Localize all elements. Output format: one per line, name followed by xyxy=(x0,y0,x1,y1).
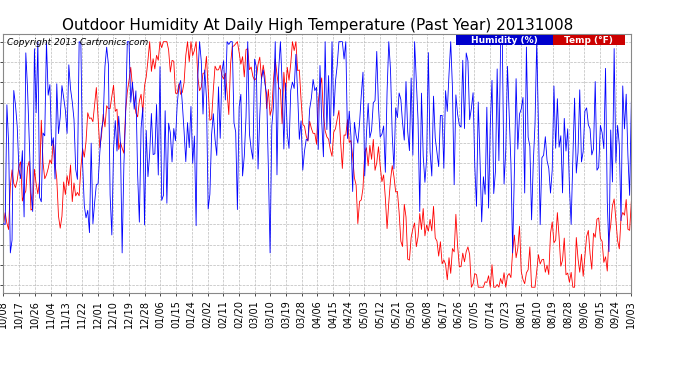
Bar xyxy=(553,35,625,45)
Text: Temp (°F): Temp (°F) xyxy=(564,36,613,45)
Text: Humidity (%): Humidity (%) xyxy=(471,36,538,45)
Title: Outdoor Humidity At Daily High Temperature (Past Year) 20131008: Outdoor Humidity At Daily High Temperatu… xyxy=(62,18,573,33)
Text: Copyright 2013 Cartronics.com: Copyright 2013 Cartronics.com xyxy=(7,38,148,46)
Bar xyxy=(455,35,553,45)
